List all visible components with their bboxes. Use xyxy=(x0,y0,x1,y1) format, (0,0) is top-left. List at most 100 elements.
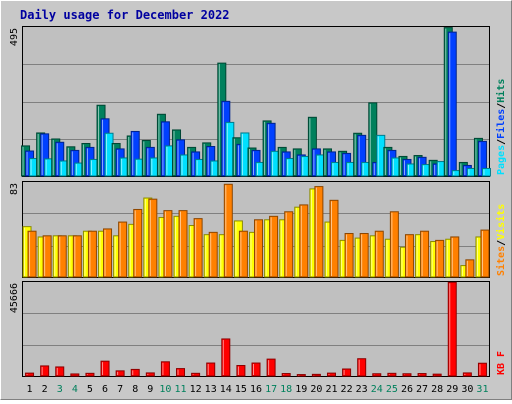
x-tick-label-day-14: 14 xyxy=(220,384,232,395)
legend-item-hits: Hits xyxy=(495,79,507,103)
bar-kb-f-day-22 xyxy=(342,368,352,377)
bar-kb-f-day-19 xyxy=(296,374,306,377)
legend-separator: / xyxy=(496,103,507,109)
x-tick-label-day-10: 10 xyxy=(159,384,171,395)
legend-item-kb-f: KB F xyxy=(496,351,507,375)
bar-sites-day-31 xyxy=(480,229,490,278)
x-tick-label-day-1: 1 xyxy=(27,384,33,395)
x-tick-label-day-4: 4 xyxy=(72,384,78,395)
x-tick-label-day-8: 8 xyxy=(132,384,138,395)
bar-sites-day-28 xyxy=(435,239,445,278)
bar-kb-f-day-25 xyxy=(387,372,397,377)
bar-kb-f-day-9 xyxy=(145,372,155,377)
bar-kb-f-day-5 xyxy=(85,372,95,377)
legend-visits-sites: Sites/Visits xyxy=(495,204,507,276)
y-max-label-hits-files-pages: 495 xyxy=(9,28,20,46)
bar-sites-day-15 xyxy=(238,230,248,278)
bar-sites-day-22 xyxy=(344,233,354,278)
y-max-label-kbytes: 45666 xyxy=(9,283,20,313)
bar-sites-day-26 xyxy=(404,234,414,278)
bar-sites-day-7 xyxy=(118,221,128,278)
bar-kb-f-day-21 xyxy=(326,372,336,377)
legend-separator: / xyxy=(496,240,507,246)
legend-item-pages: Pages xyxy=(496,145,507,175)
x-tick-label-day-3: 3 xyxy=(57,384,63,395)
bar-kb-f-day-29 xyxy=(447,281,457,377)
x-tick-label-day-28: 28 xyxy=(431,384,443,395)
x-tick-label-day-6: 6 xyxy=(102,384,108,395)
bar-sites-day-16 xyxy=(254,219,263,278)
legend-item-visits: Visits xyxy=(495,204,507,240)
bar-sites-day-6 xyxy=(103,228,113,278)
bar-sites-day-8 xyxy=(133,208,143,278)
x-tick-label-day-24: 24 xyxy=(371,384,383,395)
legend-kbytes: KB F xyxy=(496,351,507,375)
bar-kb-f-day-31 xyxy=(477,362,487,377)
plot-area-kbytes xyxy=(22,281,490,377)
x-tick-label-day-15: 15 xyxy=(235,384,247,395)
bar-sites-day-5 xyxy=(87,230,97,278)
bar-sites-day-27 xyxy=(420,230,430,278)
bar-pages-day-31 xyxy=(481,167,491,177)
x-tick-label-day-31: 31 xyxy=(476,384,488,395)
x-tick-label-day-22: 22 xyxy=(341,384,353,395)
plot-border-hits-files-pages xyxy=(22,26,490,177)
bar-kb-f-day-10 xyxy=(160,361,170,377)
y-max-label-visits-sites: 83 xyxy=(9,183,20,195)
x-tick-label-day-12: 12 xyxy=(190,384,202,395)
x-tick-label-day-16: 16 xyxy=(250,384,262,395)
bar-sites-day-19 xyxy=(299,204,309,278)
bar-sites-day-21 xyxy=(329,199,339,278)
bar-sites-day-3 xyxy=(57,235,67,278)
bar-kb-f-day-12 xyxy=(191,372,201,377)
legend-item-sites: Sites xyxy=(495,246,507,276)
bar-kb-f-day-14 xyxy=(221,338,231,377)
bar-kb-f-day-7 xyxy=(115,370,125,377)
legend-hits-files-pages: Pages/Files/Hits xyxy=(495,79,507,175)
x-tick-label-day-29: 29 xyxy=(446,384,458,395)
bar-kb-f-day-2 xyxy=(40,365,50,377)
bar-kb-f-day-13 xyxy=(206,362,216,377)
bar-sites-day-10 xyxy=(163,210,173,278)
bar-sites-day-13 xyxy=(208,231,218,278)
bar-sites-day-24 xyxy=(374,230,384,278)
x-tick-label-day-7: 7 xyxy=(117,384,123,395)
bar-sites-day-9 xyxy=(148,198,158,278)
bar-kb-f-day-3 xyxy=(55,366,65,377)
bar-kb-f-day-18 xyxy=(281,373,291,377)
bar-sites-day-17 xyxy=(269,215,279,278)
chart-title: Daily usage for December 2022 xyxy=(20,8,230,22)
bar-kb-f-day-1 xyxy=(25,372,35,377)
x-tick-label-day-2: 2 xyxy=(42,384,48,395)
bar-kb-f-day-16 xyxy=(251,362,261,377)
bar-sites-day-18 xyxy=(284,211,294,278)
x-tick-label-day-27: 27 xyxy=(416,384,428,395)
x-tick-label-day-21: 21 xyxy=(325,384,337,395)
bar-sites-day-4 xyxy=(72,235,82,278)
plot-border-kbytes xyxy=(22,281,490,377)
bar-kb-f-day-11 xyxy=(176,368,186,377)
bar-sites-day-23 xyxy=(359,233,369,278)
bar-kb-f-day-27 xyxy=(417,373,427,377)
bar-kb-f-day-6 xyxy=(100,360,110,377)
bar-sites-day-30 xyxy=(465,259,475,278)
x-tick-label-day-9: 9 xyxy=(147,384,153,395)
bar-kb-f-day-20 xyxy=(311,373,321,377)
bar-sites-day-14 xyxy=(223,183,233,278)
bar-sites-day-12 xyxy=(193,218,203,278)
bar-kb-f-day-4 xyxy=(70,373,80,377)
x-tick-label-day-23: 23 xyxy=(356,384,368,395)
bar-kb-f-day-17 xyxy=(266,358,276,377)
bar-sites-day-1 xyxy=(27,230,37,278)
bar-sites-day-11 xyxy=(178,210,188,278)
x-tick-label-day-20: 20 xyxy=(310,384,322,395)
bar-kb-f-day-8 xyxy=(130,368,140,377)
x-tick-label-day-30: 30 xyxy=(461,384,473,395)
bar-sites-day-20 xyxy=(314,186,324,278)
bar-kb-f-day-15 xyxy=(236,365,246,377)
x-tick-label-day-5: 5 xyxy=(87,384,93,395)
bar-sites-day-2 xyxy=(42,235,52,278)
